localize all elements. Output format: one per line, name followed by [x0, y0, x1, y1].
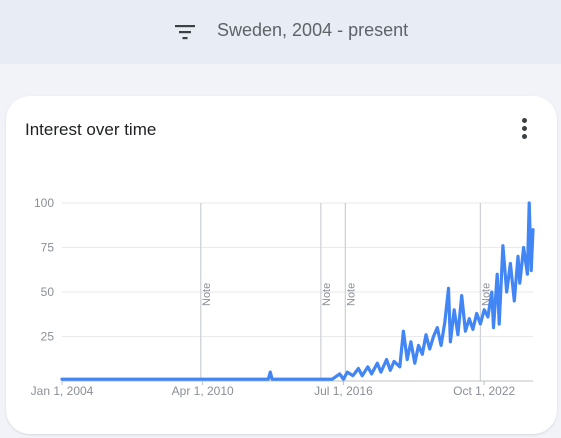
more-vert-dot	[522, 126, 527, 131]
y-tick-label: 100	[34, 196, 54, 210]
filter-icon[interactable]	[174, 23, 196, 41]
note-label: Note	[201, 283, 213, 306]
y-tick-label: 25	[41, 330, 55, 344]
more-vert-icon[interactable]	[514, 116, 536, 142]
region-filter-bar[interactable]: Sweden, 2004 - present	[0, 0, 561, 64]
note-label: Note	[321, 283, 333, 306]
more-vert-dot	[522, 134, 527, 139]
y-tick-label: 50	[41, 285, 55, 299]
note-label: Note	[345, 283, 357, 306]
more-vert-dot	[522, 118, 527, 123]
filter-summary[interactable]: Sweden, 2004 - present	[217, 20, 409, 40]
x-tick-label: Jan 1, 2004	[31, 384, 94, 398]
y-tick-label: 75	[41, 241, 55, 255]
card-title: Interest over time	[25, 120, 157, 139]
x-tick-label: Apr 1, 2010	[172, 384, 234, 398]
x-tick-label: Oct 1, 2022	[453, 384, 515, 398]
interest-series-line	[60, 201, 535, 381]
x-tick-label: Jul 1, 2016	[314, 384, 373, 398]
